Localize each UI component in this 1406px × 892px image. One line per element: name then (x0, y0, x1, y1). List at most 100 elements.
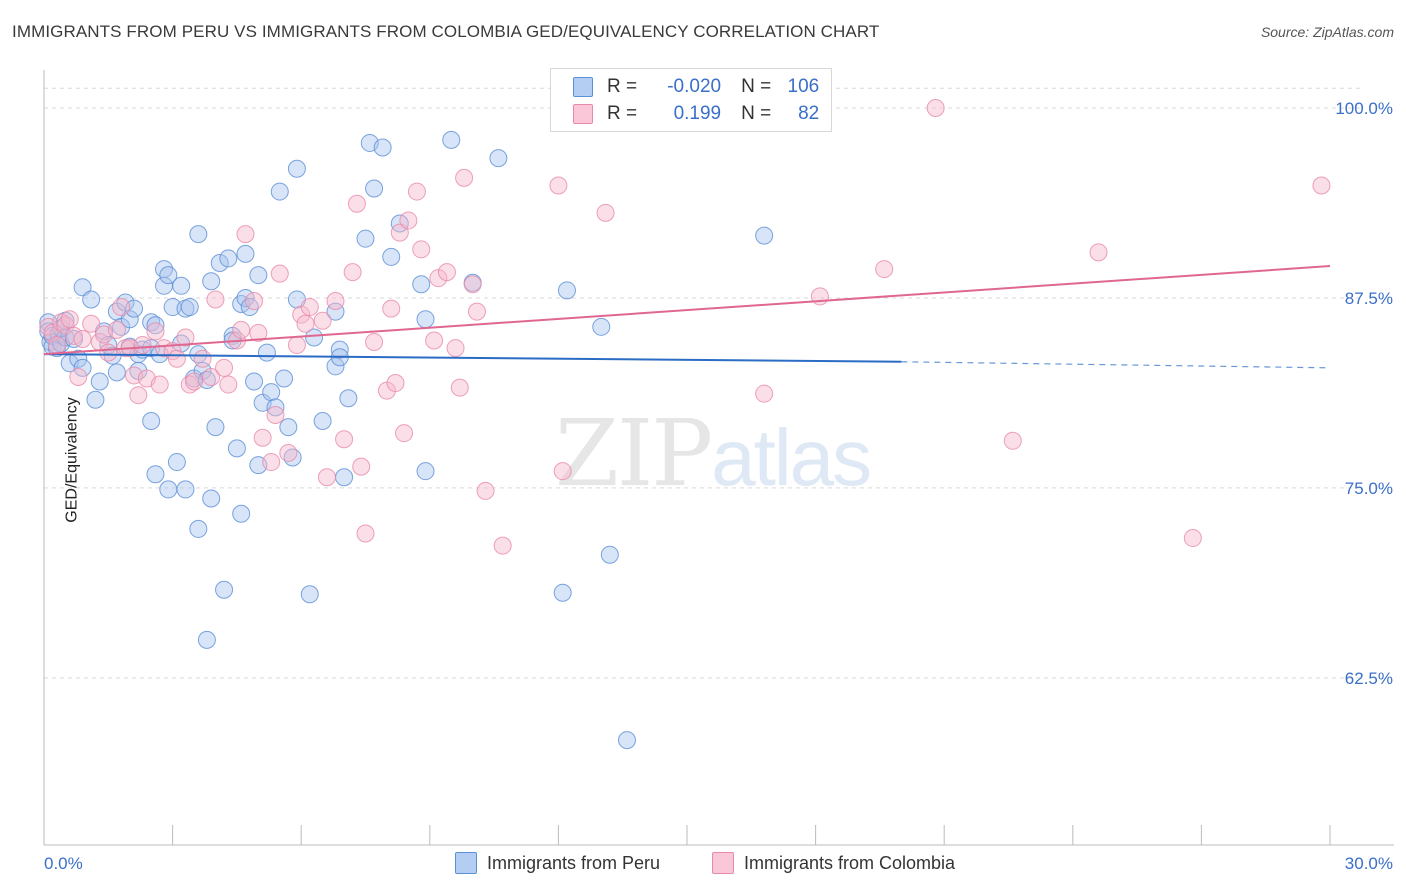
peru-point (82, 290, 101, 309)
peru-point (262, 383, 281, 402)
y-tick-label: 75.0% (1345, 479, 1393, 498)
colombia-point (249, 323, 268, 342)
colombia-point (343, 263, 362, 282)
peru-point (365, 179, 384, 198)
peru-point (232, 504, 251, 523)
colombia-point (335, 430, 354, 449)
colombia-point (146, 322, 165, 341)
colombia-point (317, 468, 336, 487)
colombia-point (266, 405, 285, 424)
colombia-point (270, 264, 289, 283)
colombia-point (476, 481, 495, 500)
peru-trendline-extension (901, 361, 1331, 369)
peru-point (142, 412, 161, 431)
colombia-point (390, 223, 409, 242)
y-tick-label: 87.5% (1345, 289, 1393, 308)
colombia-n-label: N = (741, 103, 772, 124)
colombia-point (386, 374, 405, 393)
peru-point (197, 630, 216, 649)
y-tick-label: 100.0% (1335, 99, 1393, 118)
bottom-colombia-label: Immigrants from Colombia (744, 852, 956, 873)
y-axis-label: GED/Equivalency (63, 397, 81, 523)
colombia-point (446, 339, 465, 358)
peru-point (86, 390, 105, 409)
peru-point (90, 372, 109, 391)
colombia-point (202, 367, 221, 386)
peru-point (330, 340, 349, 359)
peru-point (159, 266, 178, 285)
peru-n-label: N = (741, 76, 772, 97)
colombia-point (176, 328, 195, 347)
colombia-point (326, 291, 345, 310)
peru-point (600, 545, 619, 564)
colombia-point (425, 331, 444, 350)
peru-point (257, 343, 276, 362)
colombia-point (455, 168, 474, 187)
colombia-r-label: R = (607, 103, 638, 124)
peru-point (313, 412, 332, 431)
peru-point (335, 468, 354, 487)
colombia-point (596, 203, 615, 222)
peru-point (236, 244, 255, 263)
colombia-point (253, 428, 272, 447)
peru-point (557, 281, 576, 300)
colombia-point (412, 240, 431, 259)
peru-swatch (573, 77, 593, 97)
peru-point (326, 357, 345, 376)
peru-point (755, 226, 774, 245)
peru-point (176, 480, 195, 499)
peru-point (159, 480, 178, 499)
peru-point (206, 418, 225, 437)
peru-point (146, 316, 165, 335)
colombia-point (553, 462, 572, 481)
bottom-peru-label: Immigrants from Peru (487, 852, 661, 873)
peru-point (210, 253, 229, 272)
peru-point (73, 278, 92, 297)
peru-point (275, 369, 294, 388)
colombia-point (133, 336, 152, 355)
colombia-point (107, 320, 126, 339)
peru-point (416, 310, 435, 329)
colombia-point (279, 443, 298, 462)
colombia-swatch (573, 104, 593, 124)
colombia-point (875, 260, 894, 279)
legend-row-peru: R = -0.020 N = 106 (573, 75, 819, 99)
colombia-point (232, 320, 251, 339)
peru-point (270, 182, 289, 201)
watermark-zip: ZIP (555, 400, 713, 507)
colombia-point (185, 372, 204, 391)
peru-point (245, 372, 264, 391)
peru-point (305, 328, 324, 347)
peru-point (125, 299, 144, 318)
peru-point (249, 266, 268, 285)
peru-point (202, 489, 221, 508)
colombia-point (245, 291, 264, 310)
peru-r-label: R = (607, 76, 638, 97)
colombia-point (347, 194, 366, 213)
bottom-peru-swatch (455, 852, 477, 874)
colombia-point (287, 336, 306, 355)
colombia-point (1089, 243, 1108, 262)
y-tick-label: 62.5% (1345, 669, 1393, 688)
colombia-trendline (43, 265, 1331, 356)
peru-point (416, 462, 435, 481)
colombia-point (73, 329, 92, 348)
colombia-point (382, 299, 401, 318)
colombia-point (82, 314, 101, 333)
peru-point (146, 465, 165, 484)
colombia-point (219, 375, 238, 394)
peru-point (412, 275, 431, 294)
colombia-point (206, 290, 225, 309)
colombia-point (60, 310, 79, 329)
peru-point (592, 317, 611, 336)
colombia-point (365, 333, 384, 352)
x-tick-label: 0.0% (44, 854, 83, 873)
colombia-point (236, 225, 255, 244)
colombia-point (150, 375, 169, 394)
colombia-point (296, 314, 315, 333)
colombia-n-value: 82 (798, 103, 820, 124)
colombia-point (755, 384, 774, 403)
peru-point (373, 138, 392, 157)
colombia-point (493, 536, 512, 555)
